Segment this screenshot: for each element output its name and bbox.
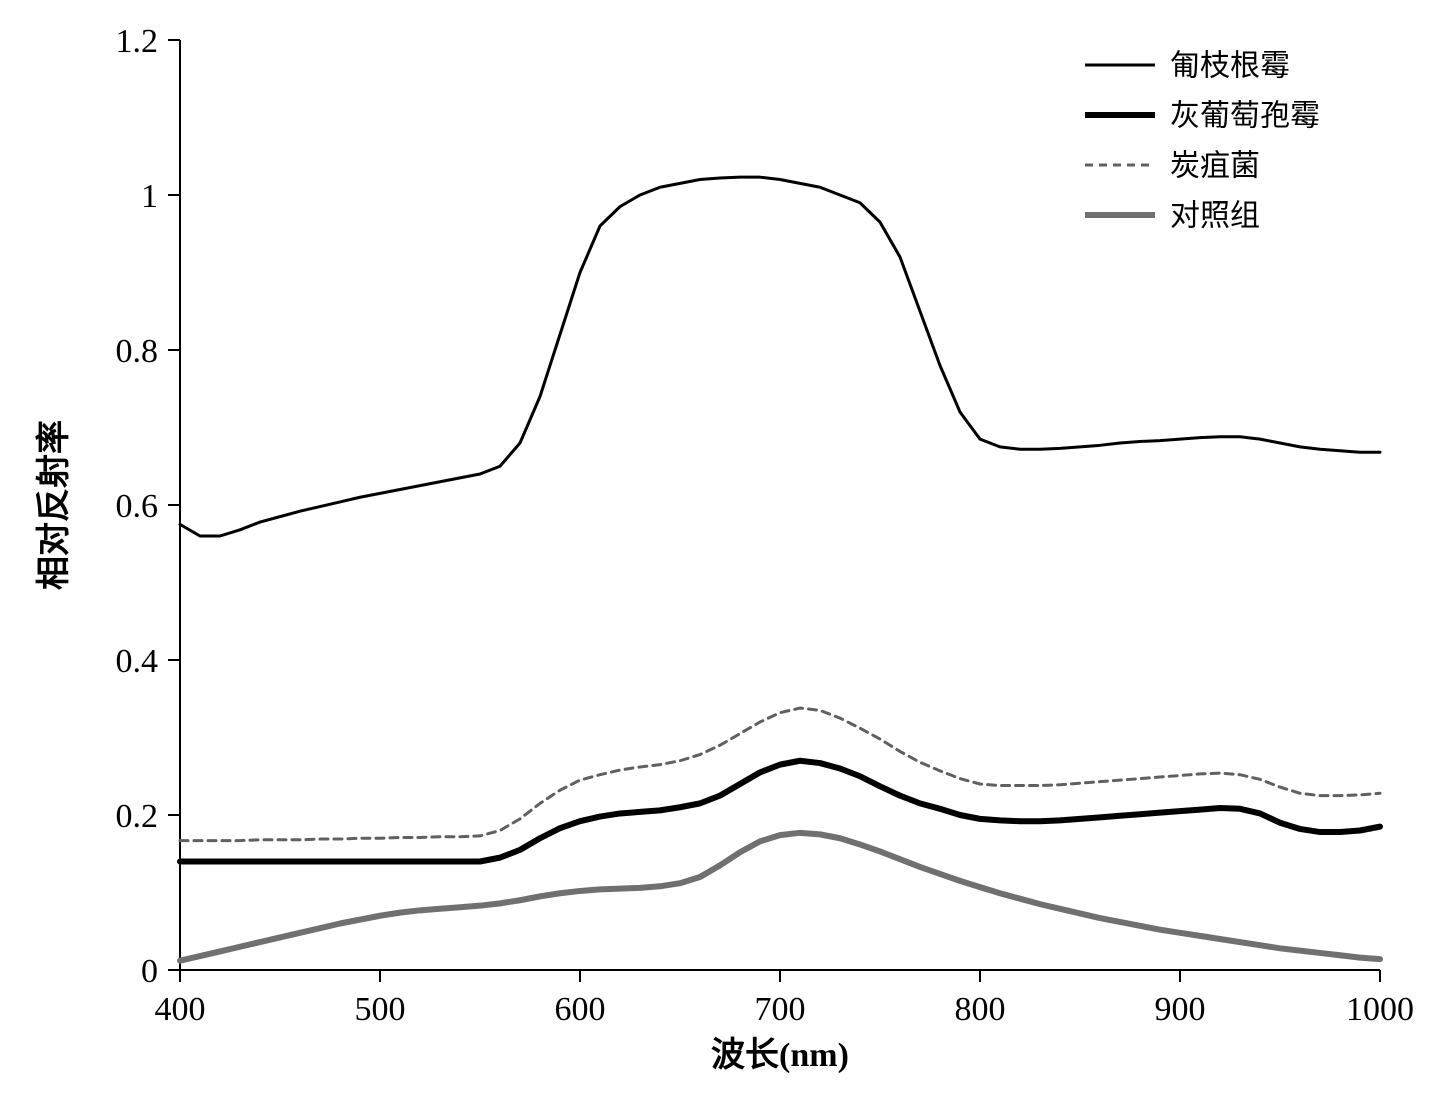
series-line-2 [180, 708, 1380, 841]
y-tick-label: 0.6 [116, 488, 159, 525]
legend-label-1: 灰葡萄孢霉 [1170, 100, 1320, 133]
x-tick-label: 1000 [1346, 991, 1414, 1028]
legend-label-0: 匍枝根霉 [1170, 50, 1290, 83]
x-tick-label: 600 [555, 991, 606, 1028]
legend-label-2: 炭疽菌 [1170, 150, 1260, 183]
x-tick-label: 700 [755, 991, 806, 1028]
y-axis-label: 相对反射率 [35, 420, 73, 590]
x-tick-label: 800 [955, 991, 1006, 1028]
y-tick-label: 0.2 [116, 798, 159, 835]
chart-container: 400 500 600 700 800 900 1000 0 0.2 0.4 0.6 0.8 1 1.2 波… [20, 20, 1415, 1083]
x-tick-label: 500 [355, 991, 406, 1028]
legend-label-3: 对照组 [1170, 200, 1260, 233]
y-tick-label: 0.4 [116, 643, 159, 680]
series-line-1 [180, 761, 1380, 862]
y-tick-label: 0.8 [116, 333, 159, 370]
y-tick-label: 1 [141, 178, 158, 215]
series-line-3 [180, 833, 1380, 961]
spectral-chart: 400 500 600 700 800 900 1000 0 0.2 0.4 0.6 0.8 1 1.2 波… [20, 20, 1415, 1083]
x-tick-label: 400 [155, 991, 206, 1028]
x-tick-label: 900 [1155, 991, 1206, 1028]
y-tick-label: 0 [141, 953, 158, 990]
x-axis-label: 波长(nm) [711, 1036, 849, 1074]
y-tick-label: 1.2 [116, 23, 159, 60]
